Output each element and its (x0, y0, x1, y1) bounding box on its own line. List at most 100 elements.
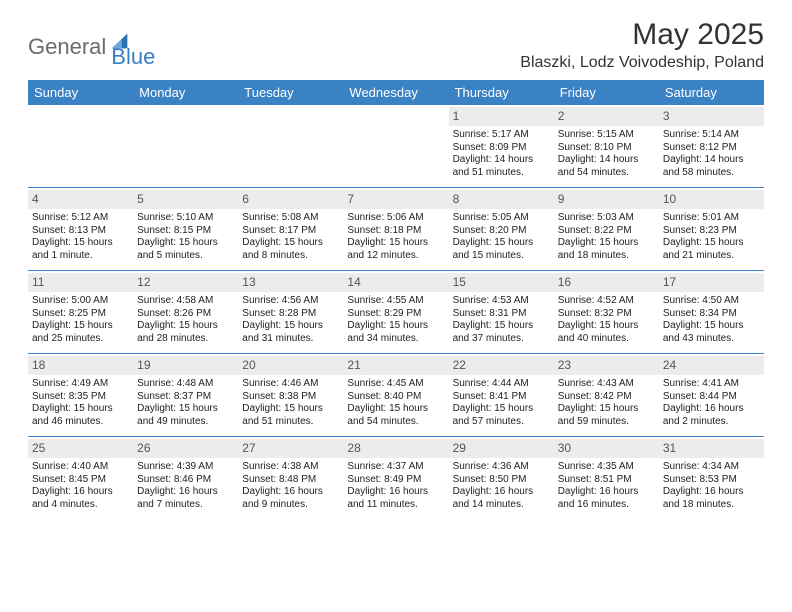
day-info-line: Daylight: 15 hours and 25 minutes. (32, 320, 129, 345)
day-cell-14: 14Sunrise: 4:55 AMSunset: 8:29 PMDayligh… (343, 271, 448, 353)
day-cell-22: 22Sunrise: 4:44 AMSunset: 8:41 PMDayligh… (449, 354, 554, 436)
day-info-line: Daylight: 15 hours and 12 minutes. (347, 237, 444, 262)
day-cell-10: 10 Sunrise: 5:01 AMSunset: 8:23 PMDayligh… (659, 188, 764, 270)
day-info-line: Daylight: 15 hours and 43 minutes. (663, 320, 760, 345)
day-info-line: Sunset: 8:49 PM (347, 474, 444, 487)
weekday-sunday: Sunday (28, 80, 133, 105)
brand-part1: General (28, 34, 106, 60)
weekday-saturday: Saturday (659, 80, 764, 105)
day-number: 8 (449, 190, 554, 209)
week-row: 11Sunrise: 5:00 AMSunset: 8:25 PMDayligh… (28, 271, 764, 353)
day-info-line: Daylight: 16 hours and 18 minutes. (663, 486, 760, 511)
day-cell-23: 23Sunrise: 4:43 AMSunset: 8:42 PMDayligh… (554, 354, 659, 436)
day-info-line: Sunrise: 5:01 AM (663, 212, 760, 225)
day-info-line: Sunrise: 4:56 AM (242, 295, 339, 308)
day-number: 28 (343, 439, 448, 458)
day-number: 11 (28, 273, 133, 292)
week-row: 4Sunrise: 5:12 AMSunset: 8:13 PMDaylight… (28, 188, 764, 270)
day-number: 9 (554, 190, 659, 209)
day-info-line: Sunset: 8:35 PM (32, 391, 129, 404)
day-info-line: Sunrise: 4:34 AM (663, 461, 760, 474)
day-info-line: Sunset: 8:26 PM (137, 308, 234, 321)
day-info-line: Sunset: 8:48 PM (242, 474, 339, 487)
day-cell-empty (133, 105, 238, 187)
weekday-tuesday: Tuesday (238, 80, 343, 105)
day-number: 29 (449, 439, 554, 458)
day-info-line: Sunset: 8:41 PM (453, 391, 550, 404)
day-number: 24 (659, 356, 764, 375)
day-info-line: Sunset: 8:15 PM (137, 225, 234, 238)
day-info-line: Sunrise: 4:53 AM (453, 295, 550, 308)
day-number: 5 (133, 190, 238, 209)
day-info-line: Sunset: 8:45 PM (32, 474, 129, 487)
day-cell-15: 15Sunrise: 4:53 AMSunset: 8:31 PMDayligh… (449, 271, 554, 353)
day-cell-4: 4Sunrise: 5:12 AMSunset: 8:13 PMDaylight… (28, 188, 133, 270)
day-info-line: Sunset: 8:50 PM (453, 474, 550, 487)
day-info-line: Sunrise: 4:38 AM (242, 461, 339, 474)
day-info-line: Sunset: 8:13 PM (32, 225, 129, 238)
weekday-header-row: SundayMondayTuesdayWednesdayThursdayFrid… (28, 80, 764, 105)
day-info-line: Sunrise: 5:14 AM (663, 129, 760, 142)
day-info-line: Sunset: 8:32 PM (558, 308, 655, 321)
day-info-line: Sunset: 8:28 PM (242, 308, 339, 321)
day-cell-17: 17Sunrise: 4:50 AMSunset: 8:34 PMDayligh… (659, 271, 764, 353)
day-number: 15 (449, 273, 554, 292)
day-info-line: Sunrise: 4:43 AM (558, 378, 655, 391)
day-info-line: Sunrise: 4:35 AM (558, 461, 655, 474)
day-info-line: Daylight: 16 hours and 9 minutes. (242, 486, 339, 511)
day-number: 20 (238, 356, 343, 375)
day-number: 10 (659, 190, 764, 209)
day-cell-7: 7Sunrise: 5:06 AMSunset: 8:18 PMDaylight… (343, 188, 448, 270)
month-title: May 2025 (520, 18, 764, 52)
day-info-line: Sunset: 8:31 PM (453, 308, 550, 321)
day-info-line: Sunrise: 5:15 AM (558, 129, 655, 142)
day-cell-3: 3Sunrise: 5:14 AMSunset: 8:12 PMDaylight… (659, 105, 764, 187)
day-cell-27: 27Sunrise: 4:38 AMSunset: 8:48 PMDayligh… (238, 437, 343, 519)
day-info-line: Daylight: 14 hours and 58 minutes. (663, 154, 760, 179)
day-info-line: Sunset: 8:51 PM (558, 474, 655, 487)
day-cell-16: 16Sunrise: 4:52 AMSunset: 8:32 PMDayligh… (554, 271, 659, 353)
day-info-line: Sunrise: 4:37 AM (347, 461, 444, 474)
day-info-line: Sunrise: 4:39 AM (137, 461, 234, 474)
day-cell-empty (238, 105, 343, 187)
day-cell-20: 20Sunrise: 4:46 AMSunset: 8:38 PMDayligh… (238, 354, 343, 436)
day-info-line: Sunrise: 5:06 AM (347, 212, 444, 225)
day-info-line: Sunrise: 4:44 AM (453, 378, 550, 391)
day-info-line: Sunrise: 5:12 AM (32, 212, 129, 225)
day-info-line: Sunset: 8:34 PM (663, 308, 760, 321)
day-info-line: Sunrise: 5:08 AM (242, 212, 339, 225)
day-info-line: Daylight: 15 hours and 21 minutes. (663, 237, 760, 262)
week-row: 25Sunrise: 4:40 AMSunset: 8:45 PMDayligh… (28, 437, 764, 519)
weekday-monday: Monday (133, 80, 238, 105)
day-info-line: Sunset: 8:38 PM (242, 391, 339, 404)
day-cell-9: 9Sunrise: 5:03 AMSunset: 8:22 PMDaylight… (554, 188, 659, 270)
day-cell-11: 11Sunrise: 5:00 AMSunset: 8:25 PMDayligh… (28, 271, 133, 353)
day-info-line: Daylight: 15 hours and 31 minutes. (242, 320, 339, 345)
day-number: 22 (449, 356, 554, 375)
day-number: 25 (28, 439, 133, 458)
day-number: 31 (659, 439, 764, 458)
week-row: 1Sunrise: 5:17 AMSunset: 8:09 PMDaylight… (28, 105, 764, 187)
day-info-line: Sunrise: 5:05 AM (453, 212, 550, 225)
day-cell-29: 29Sunrise: 4:36 AMSunset: 8:50 PMDayligh… (449, 437, 554, 519)
day-info-line: Sunset: 8:09 PM (453, 142, 550, 155)
day-cell-12: 12Sunrise: 4:58 AMSunset: 8:26 PMDayligh… (133, 271, 238, 353)
day-number: 7 (343, 190, 448, 209)
day-info-line: Daylight: 14 hours and 54 minutes. (558, 154, 655, 179)
day-info-line: Sunset: 8:37 PM (137, 391, 234, 404)
day-cell-6: 6Sunrise: 5:08 AMSunset: 8:17 PMDaylight… (238, 188, 343, 270)
day-number: 14 (343, 273, 448, 292)
day-cell-18: 18Sunrise: 4:49 AMSunset: 8:35 PMDayligh… (28, 354, 133, 436)
day-info-line: Sunrise: 4:36 AM (453, 461, 550, 474)
day-cell-25: 25Sunrise: 4:40 AMSunset: 8:45 PMDayligh… (28, 437, 133, 519)
day-number: 2 (554, 107, 659, 126)
day-info-line: Daylight: 15 hours and 1 minute. (32, 237, 129, 262)
day-info-line: Daylight: 15 hours and 46 minutes. (32, 403, 129, 428)
day-info-line: Sunset: 8:22 PM (558, 225, 655, 238)
day-info-line: Sunrise: 5:03 AM (558, 212, 655, 225)
day-info-line: Sunset: 8:53 PM (663, 474, 760, 487)
brand-logo: General Blue (28, 24, 155, 70)
day-info-line: Sunset: 8:23 PM (663, 225, 760, 238)
day-info-line: Daylight: 15 hours and 59 minutes. (558, 403, 655, 428)
day-info-line: Sunset: 8:25 PM (32, 308, 129, 321)
